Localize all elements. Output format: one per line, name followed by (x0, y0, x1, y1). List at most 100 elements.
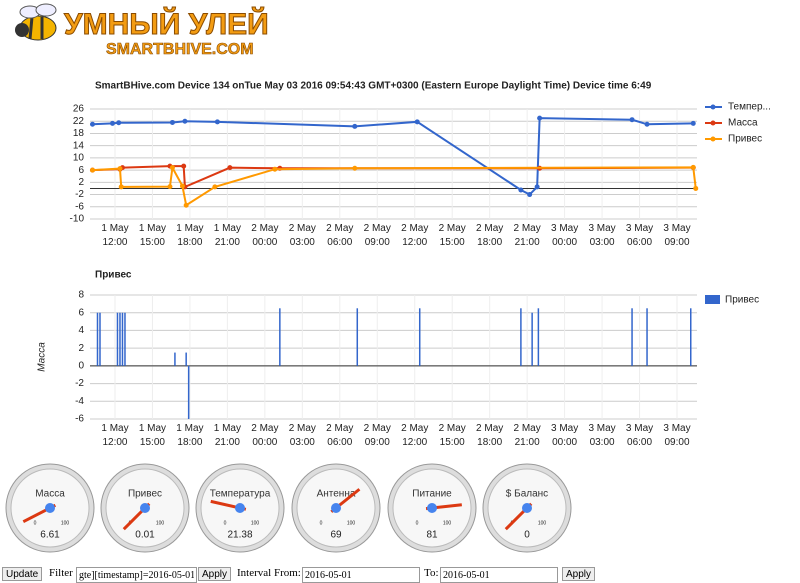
gauge-value: 69 (330, 530, 342, 541)
gauge-min: 0 (34, 520, 37, 526)
y-tick-label: -2 (75, 189, 84, 200)
gauge-max: 100 (61, 520, 70, 526)
y-tick-label: 6 (78, 165, 84, 176)
filter-label: Filter (49, 567, 73, 579)
series-line (92, 164, 697, 207)
y-tick-label: 6 (78, 307, 84, 318)
point (690, 164, 696, 170)
y-tick-label: 2 (78, 177, 84, 188)
y-tick-label: 10 (73, 153, 85, 164)
filter-input[interactable] (76, 567, 197, 583)
x-tick-label: 1 May 21:00 (214, 223, 241, 248)
bar (520, 308, 522, 366)
y-tick-label: 2 (78, 343, 84, 354)
point (89, 121, 95, 127)
point (534, 184, 540, 190)
y-tick-label: 18 (73, 128, 85, 139)
point (212, 184, 218, 190)
x-tick-label: 2 May 03:00 (289, 423, 316, 448)
logo-subtitle: SMARTBHIVE.COM (106, 41, 254, 58)
point (109, 120, 115, 126)
bar (96, 312, 99, 366)
x-tick-label: 2 May 03:00 (289, 223, 316, 248)
x-tick-label: 3 May 06:00 (626, 423, 653, 448)
bar (124, 312, 126, 366)
legend-swatch (710, 136, 716, 142)
bar (418, 308, 421, 366)
x-tick-label: 1 May 15:00 (139, 223, 166, 248)
gauge-hub (427, 503, 437, 513)
apply-button[interactable]: Apply (198, 567, 232, 581)
dashboard: УМНЫЙ УЛЕЙ SMARTBHIVE.COM SmartBHive.com… (5, 3, 771, 553)
y-tick-label: -6 (75, 201, 84, 212)
chart-title: SmartBHive.com Device 134 onTue May 03 2… (95, 81, 652, 92)
gauge-label: $ Баланс (506, 489, 548, 500)
point (518, 187, 524, 193)
logo-title: УМНЫЙ УЛЕЙ (64, 7, 269, 41)
y-tick-label: -10 (70, 214, 85, 225)
from-input[interactable] (302, 567, 420, 583)
x-tick-label: 3 May 06:00 (626, 223, 653, 248)
series-line (92, 117, 694, 196)
logo-bee (15, 3, 57, 41)
point (352, 165, 358, 171)
from-label: Interval From: (237, 567, 301, 579)
point (179, 183, 185, 189)
legend-label: Темпер... (728, 102, 771, 113)
gauge-min: 0 (416, 520, 419, 526)
point (89, 167, 95, 173)
point (644, 121, 650, 127)
legend-label: Привес (728, 134, 762, 145)
y-tick-label: 26 (73, 104, 85, 115)
gauge-hub (235, 503, 245, 513)
y-axis-title: Масса (37, 342, 48, 372)
point (169, 165, 175, 171)
y-tick-label: -4 (75, 396, 84, 407)
y-tick-label: 22 (73, 116, 85, 127)
point (116, 120, 122, 126)
gauge-value: 6.61 (40, 530, 60, 541)
x-tick-label: 1 May 18:00 (176, 223, 203, 248)
y-tick-label: -6 (75, 414, 84, 425)
y-tick-label: -2 (75, 378, 84, 389)
bar (531, 312, 533, 366)
point (690, 120, 696, 126)
x-tick-label: 2 May 18:00 (476, 423, 503, 448)
x-tick-label: 1 May 12:00 (101, 223, 128, 248)
bar (646, 308, 648, 366)
bar (631, 308, 633, 366)
bar (187, 365, 190, 419)
apply-button[interactable]: Apply (562, 567, 596, 581)
gauge-value: 0 (524, 530, 530, 541)
bar (537, 308, 540, 366)
x-tick-label: 3 May 00:00 (551, 223, 578, 248)
point (167, 184, 173, 190)
x-tick-label: 2 May 12:00 (401, 423, 428, 448)
point (214, 119, 220, 125)
bar (185, 352, 187, 366)
gauge-max: 100 (156, 520, 165, 526)
x-tick-label: 1 May 15:00 (139, 423, 166, 448)
y-tick-label: 8 (78, 290, 84, 301)
point (117, 166, 123, 172)
to-input[interactable] (440, 567, 558, 583)
x-tick-label: 2 May 21:00 (514, 423, 541, 448)
x-tick-label: 1 May 21:00 (214, 423, 241, 448)
gauge-hub (45, 503, 55, 513)
gauge-max: 100 (347, 520, 356, 526)
x-tick-label: 2 May 09:00 (364, 423, 391, 448)
legend-swatch (710, 120, 716, 126)
bar (174, 352, 176, 366)
x-tick-label: 3 May 00:00 (551, 423, 578, 448)
point (414, 119, 420, 125)
update-button[interactable]: Update (2, 567, 43, 581)
bar (356, 308, 359, 366)
gauge-hub (522, 503, 532, 513)
point (693, 185, 699, 191)
point (181, 163, 187, 169)
y-tick-label: 14 (73, 140, 85, 151)
bar (121, 312, 124, 366)
x-tick-label: 3 May 03:00 (588, 423, 615, 448)
point (537, 115, 543, 121)
gauge-label: Температура (210, 489, 271, 500)
